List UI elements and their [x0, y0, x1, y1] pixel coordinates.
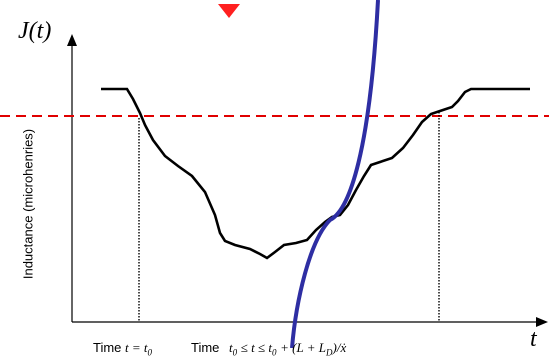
caption-right-math: t	[229, 340, 233, 355]
x-axis-symbol: t	[530, 326, 537, 352]
x-axis-arrowhead	[536, 317, 548, 327]
caption-right: Time t0 ≤ t ≤ t0 + (L + LD)/ẋ	[191, 340, 346, 358]
caption-right-word: Time	[191, 340, 220, 355]
caption-left: Time t = t0	[93, 340, 152, 358]
caption-right-end: )/ẋ	[332, 340, 347, 355]
caption-left-word: Time	[93, 340, 122, 355]
y-axis-arrowhead	[67, 34, 77, 46]
caption-right-sub0b: 0	[272, 347, 277, 358]
caption-right-tail: + (L + L	[280, 340, 327, 355]
blue-curve	[290, 0, 380, 349]
caption-right-formula: ≤ t ≤ t	[240, 340, 273, 355]
y-axis-label: Inductance (microhenries)	[20, 128, 36, 280]
inductance-curve	[101, 87, 530, 260]
red-arrow-icon	[218, 4, 240, 18]
caption-right-sub0: 0	[232, 347, 238, 358]
y-axis-symbol: J(t)	[18, 18, 52, 44]
caption-left-sub: 0	[147, 347, 153, 358]
caption-left-math: t = t	[125, 340, 148, 355]
caption-right-sub-d: D	[326, 347, 333, 358]
